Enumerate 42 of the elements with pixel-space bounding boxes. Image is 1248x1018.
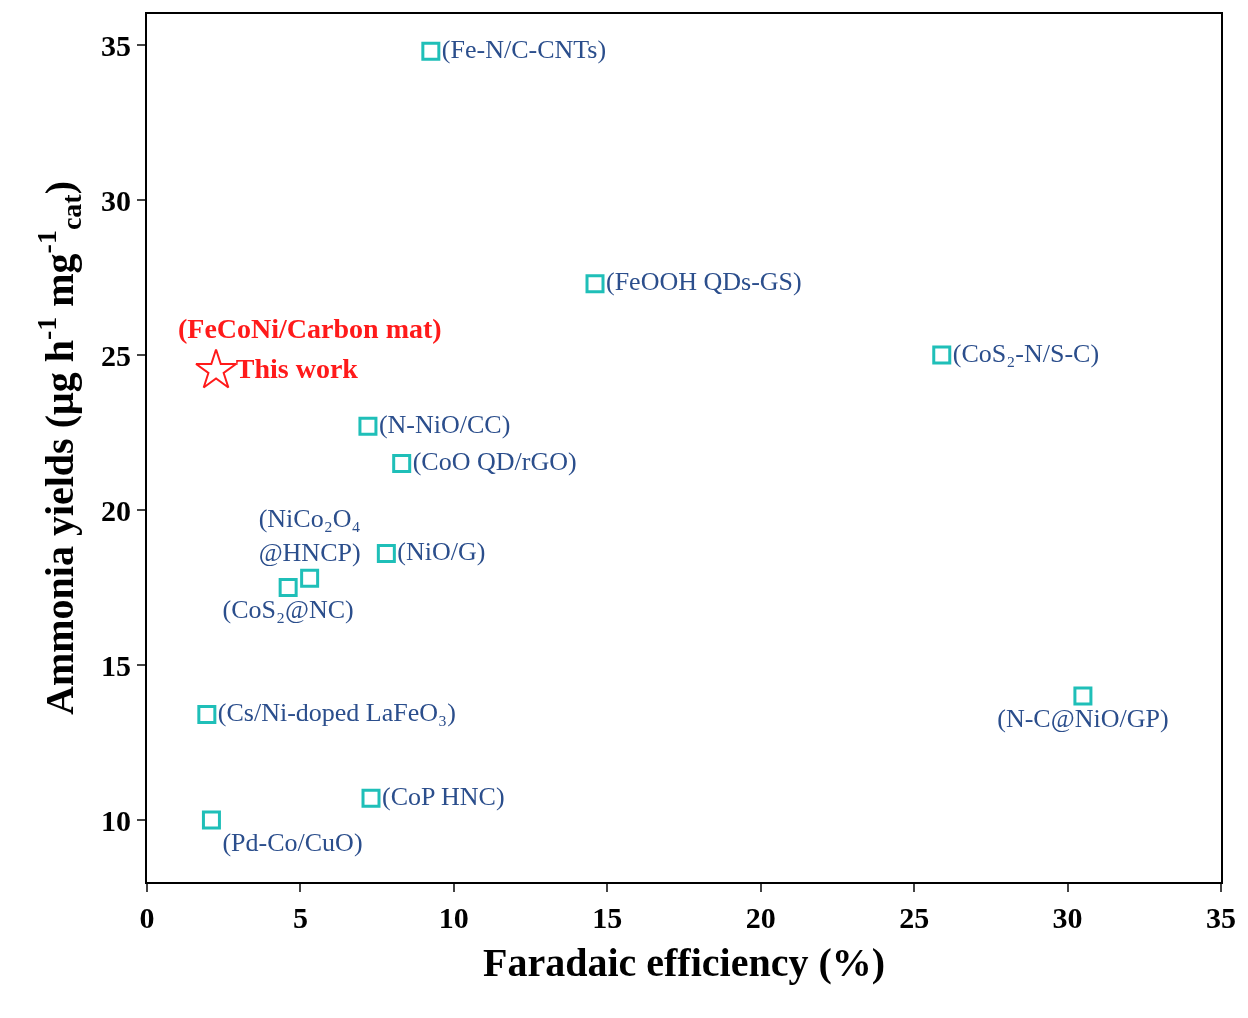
point — [392, 454, 412, 473]
point — [585, 274, 605, 294]
point — [932, 345, 952, 365]
x-axis-title: Faradaic efficiency (%) — [482, 940, 886, 985]
series-label: (NiCo₂O₄ @HNCP) — [258, 503, 361, 567]
series-label: (FeOOH QDs-GS) — [606, 267, 802, 297]
y-tick-label: 10 — [101, 803, 131, 837]
y-tick-label: 20 — [101, 493, 131, 527]
point — [421, 41, 441, 61]
series-label: (N-NiO/CC) — [378, 409, 511, 439]
series-label: (Pd-Co/CuO) — [222, 827, 363, 857]
series-label: (Fe-N/C-CNTs) — [441, 34, 607, 64]
x-tick-label: 5 — [292, 901, 308, 934]
point — [195, 348, 238, 389]
point — [197, 705, 217, 725]
y-tick-label: 15 — [101, 648, 131, 682]
x-tick-label: 0 — [139, 901, 155, 934]
x-tick-label: 15 — [592, 901, 623, 934]
series-label: (Cs/Ni-doped LaFeO₃) — [217, 698, 456, 728]
point — [300, 568, 320, 588]
x-tick-label: 20 — [745, 901, 776, 934]
series-label: (CoO QD/rGO) — [412, 447, 577, 476]
series-label: (N-C@NiO/GP) — [997, 703, 1169, 733]
x-tick-label: 30 — [1052, 901, 1083, 934]
y-tick-label: 25 — [101, 338, 131, 372]
point — [358, 416, 378, 436]
series-label: (CoS₂-N/S-C) — [952, 338, 1100, 368]
point — [1073, 686, 1093, 706]
x-tick-label: 10 — [438, 901, 469, 934]
y-tick-label: 30 — [101, 183, 131, 217]
annotation: (FeCoNi/Carbon mat) — [178, 313, 442, 344]
series-label: (CoS₂@NC) — [222, 595, 354, 624]
series-label: (NiO/G) — [397, 536, 486, 566]
point — [278, 578, 298, 597]
point — [376, 543, 396, 563]
y-tick-label: 35 — [101, 28, 131, 62]
point — [201, 810, 221, 830]
series-label: (CoP HNC) — [382, 781, 505, 811]
series-label: This work — [235, 352, 359, 384]
x-tick-label: 25 — [899, 901, 930, 934]
point — [361, 788, 381, 808]
x-tick-label: 35 — [1206, 901, 1236, 934]
